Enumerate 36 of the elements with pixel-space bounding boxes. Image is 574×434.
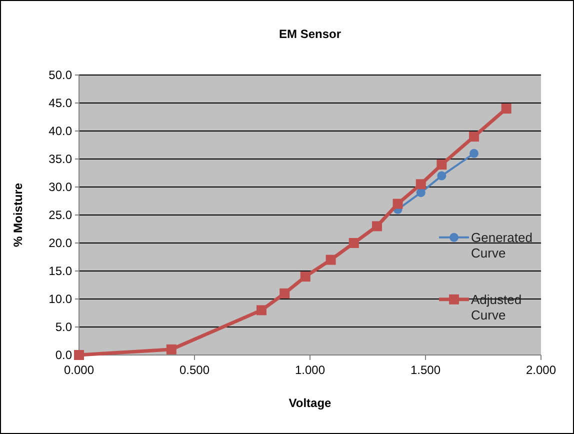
y-axis-title: % Moisture	[11, 182, 25, 248]
y-tick-label: 30.0	[48, 180, 72, 194]
point	[300, 272, 310, 282]
x-tick-label: 0.500	[179, 363, 210, 377]
x-tick-label: 1.000	[294, 363, 326, 377]
point	[326, 254, 336, 265]
point	[280, 288, 290, 298]
legend-label: Generated Curve	[471, 230, 532, 261]
point	[416, 188, 426, 198]
y-tick-label: 10.0	[48, 292, 72, 306]
y-tick-label: 25.0	[48, 208, 72, 222]
point	[166, 344, 176, 354]
y-tick-label: 50.0	[48, 68, 72, 82]
point	[437, 171, 446, 180]
y-tick-label: 35.0	[48, 152, 72, 166]
y-tick-label: 20.0	[48, 236, 72, 250]
point	[392, 198, 403, 209]
point	[416, 179, 426, 190]
y-tick-label: 15.0	[48, 264, 72, 278]
y-tick-label: 0.0	[55, 348, 72, 362]
x-axis-title: Voltage	[288, 396, 332, 410]
point	[501, 104, 512, 114]
point	[256, 305, 266, 316]
chart-title: EM Sensor	[278, 27, 342, 41]
y-tick-label: 40.0	[48, 124, 72, 138]
x-tick-label: 2.000	[526, 363, 556, 377]
x-tick-label: 0.000	[64, 363, 94, 377]
point	[74, 350, 84, 360]
y-tick-label: 45.0	[48, 96, 72, 110]
point	[470, 148, 479, 158]
y-tick-label: 5.0	[55, 320, 72, 334]
x-tick-label: 1.500	[410, 363, 441, 377]
point	[469, 132, 480, 142]
point	[436, 160, 447, 170]
point	[372, 221, 382, 232]
point	[348, 238, 359, 248]
